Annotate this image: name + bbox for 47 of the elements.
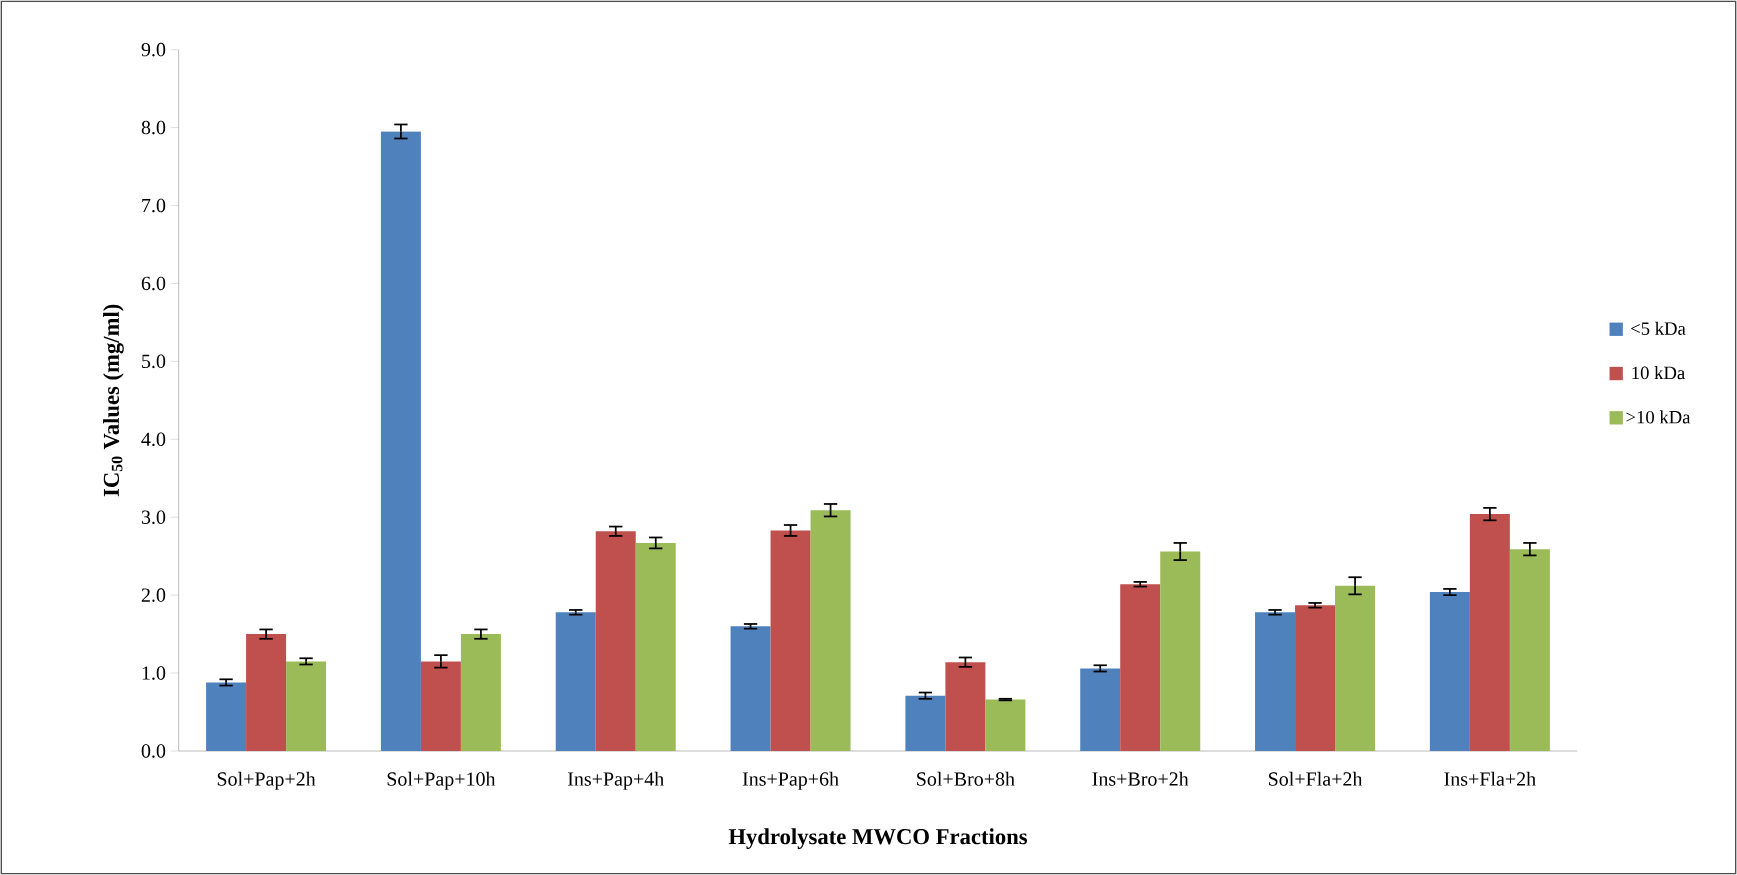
y-tick-label: 8.0 — [141, 120, 166, 135]
x-tick-label: Sol+Fla+2h — [1268, 771, 1363, 786]
x-tick-label: Sol+Bro+8h — [917, 771, 1015, 786]
x-tick-label: Ins+Pap+4h — [567, 771, 664, 790]
y-tick-label: 4.0 — [141, 432, 166, 447]
bar — [555, 612, 596, 751]
legend-label: >10 kDa — [1626, 410, 1691, 424]
y-tick-label: 6.0 — [141, 276, 166, 291]
bar — [730, 626, 771, 751]
bar — [770, 530, 811, 751]
bar — [945, 662, 986, 751]
x-tick-label: Sol+Pap+10h — [387, 771, 496, 790]
bar — [1295, 605, 1336, 751]
y-tick-label: 5.0 — [142, 354, 166, 369]
y-tick-label: 0.0 — [141, 744, 166, 758]
bar — [905, 695, 946, 751]
bar — [1080, 668, 1121, 751]
x-tick-label: Sol+Pap+2h — [217, 771, 316, 790]
bar — [1429, 592, 1470, 751]
x-tick-label: Ins+Bro+2h — [1092, 771, 1189, 786]
bar — [246, 634, 287, 751]
bar — [1120, 584, 1161, 751]
bar — [595, 531, 636, 751]
bar — [420, 661, 461, 751]
y-tick-label: 3.0 — [141, 510, 166, 525]
x-tick-label: Ins+Fla+2h — [1444, 771, 1536, 786]
bar — [1469, 514, 1510, 751]
y-tick-label: 7.0 — [142, 198, 166, 213]
bar — [985, 699, 1026, 751]
y-axis-title: IC$_{50}$ Values (mg/ml) — [103, 304, 124, 497]
bar — [380, 131, 421, 751]
x-tick-label: Ins+Pap+6h — [742, 771, 839, 790]
y-tick-label: 2.0 — [141, 588, 166, 602]
bar — [635, 542, 676, 751]
y-tick-label: 9.0 — [141, 42, 166, 57]
y-tick-label: 1.0 — [142, 666, 166, 680]
legend-label: 10 kDa — [1632, 366, 1685, 380]
bar — [1509, 549, 1550, 751]
x-axis-title: Hydrolysate MWCO Fractions — [728, 828, 1028, 849]
bar — [460, 634, 501, 751]
bar — [286, 661, 327, 751]
bar — [1160, 551, 1201, 751]
bar — [1335, 585, 1376, 751]
bar — [810, 510, 851, 751]
bar — [1255, 612, 1296, 751]
legend-label: <5 kDa — [1631, 321, 1686, 335]
bar — [206, 682, 247, 751]
